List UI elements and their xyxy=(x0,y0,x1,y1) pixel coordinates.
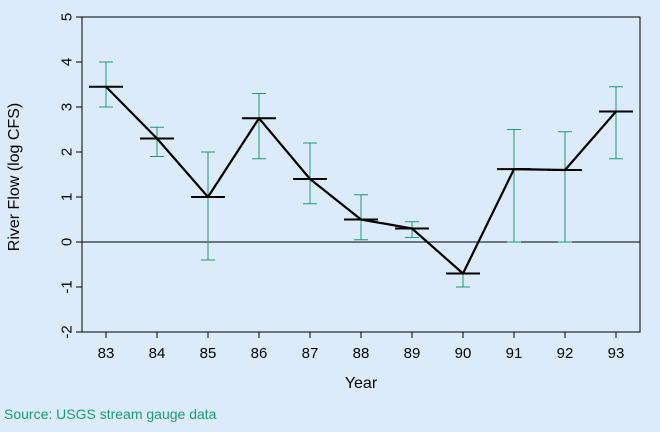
x-tick-label: 85 xyxy=(200,345,217,362)
x-tick-label: 87 xyxy=(302,345,319,362)
y-axis-title: River Flow (log CFS) xyxy=(6,103,23,251)
x-tick-label: 92 xyxy=(557,345,574,362)
x-tick-label: 90 xyxy=(455,345,472,362)
x-tick-label: 93 xyxy=(608,345,625,362)
x-axis-title: Year xyxy=(345,375,378,392)
y-tick-label: -1 xyxy=(58,280,75,293)
x-tick-label: 89 xyxy=(404,345,421,362)
y-tick-label: 0 xyxy=(58,238,75,246)
y-tick-label: 1 xyxy=(58,193,75,201)
source-note: Source: USGS stream gauge data xyxy=(4,406,217,422)
x-tick-label: 83 xyxy=(98,345,115,362)
series-line xyxy=(105,85,617,275)
y-tick-label: 3 xyxy=(58,103,75,111)
x-tick-label: 88 xyxy=(353,345,370,362)
plot-frame xyxy=(81,16,641,333)
y-tick-label: 4 xyxy=(58,58,75,66)
x-tick-label: 86 xyxy=(251,345,268,362)
x-tick-label: 91 xyxy=(506,345,523,362)
x-tick-label: 84 xyxy=(149,345,166,362)
y-tick-label: 5 xyxy=(58,13,75,21)
y-tick-label: -2 xyxy=(58,325,75,338)
y-tick-label: 2 xyxy=(58,148,75,156)
